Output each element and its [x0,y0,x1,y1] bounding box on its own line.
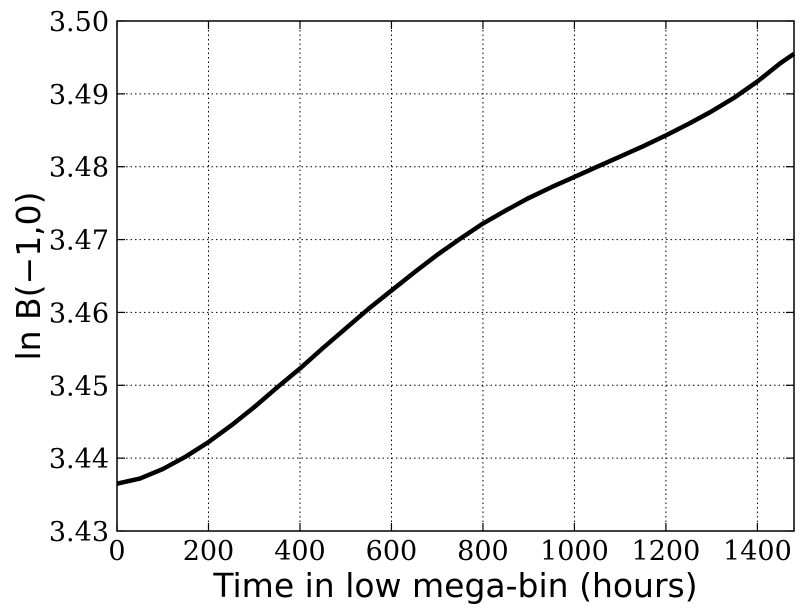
x-tick-label: 0 [108,536,125,567]
y-tick-label: 3.44 [49,444,109,475]
y-tick-label: 3.48 [49,153,109,184]
x-tick-label: 1200 [632,536,701,567]
y-axis-title: ln B(−1,0) [9,191,48,360]
y-tick-label: 3.47 [49,226,109,257]
plot-frame [116,20,795,532]
y-tick-label: 3.50 [49,7,109,38]
x-axis-title: Time in low mega-bin (hours) [212,566,697,605]
y-tick-label: 3.45 [49,371,109,402]
y-tick-label: 3.49 [49,80,109,111]
x-tick-label: 600 [366,536,418,567]
y-tick-label: 3.46 [49,298,109,329]
y-tick-labels: 3.43 3.44 3.45 3.46 3.47 3.48 3.49 3.50 [49,7,109,548]
y-tick-label: 3.43 [49,517,109,548]
x-tick-label: 1000 [540,536,609,567]
x-tick-label: 1400 [723,536,792,567]
series-line [116,51,796,486]
x-tick-label: 400 [274,536,326,567]
x-tick-label: 200 [183,536,235,567]
x-tick-labels: 0 200 400 600 800 1000 1200 1400 [108,536,791,567]
series-layer [116,51,796,486]
x-tick-label: 800 [457,536,509,567]
